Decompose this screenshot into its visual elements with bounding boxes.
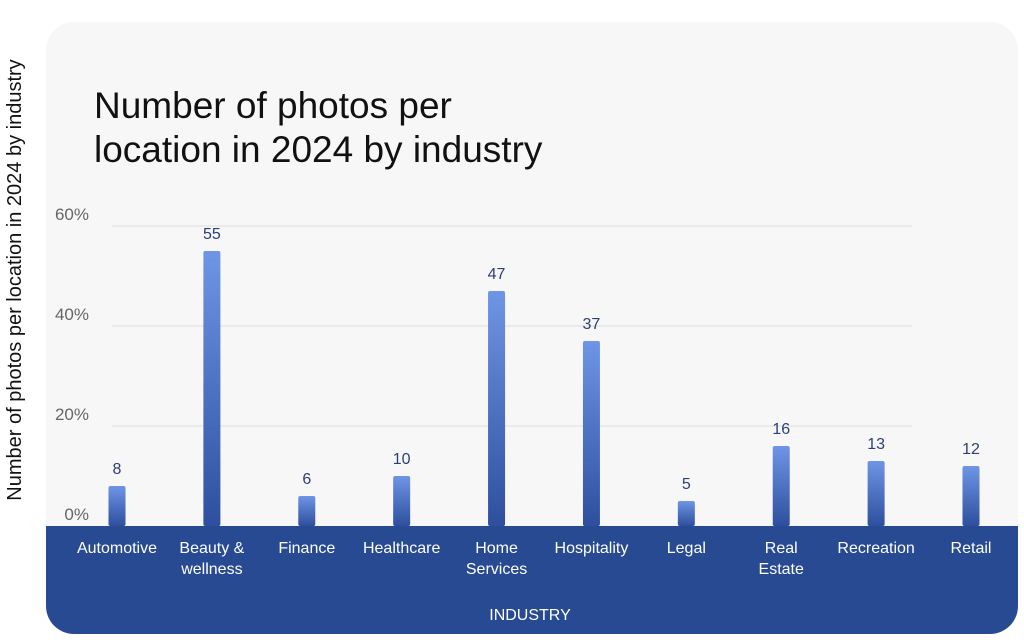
value-label: 8 <box>113 461 122 478</box>
x-tick-label: Automotive <box>77 540 157 557</box>
chart-title-line-1: Number of photos per <box>94 85 452 126</box>
y-tick-label: 60% <box>55 205 89 224</box>
x-tick-label: Hospitality <box>555 540 629 557</box>
value-label: 10 <box>393 451 411 468</box>
bar <box>772 446 790 526</box>
y-tick-label: 40% <box>55 305 89 324</box>
x-tick-label: Beauty & wellness <box>179 540 244 578</box>
value-label: 6 <box>302 471 311 488</box>
x-axis-band <box>46 526 1018 634</box>
x-tick-label: Home Services <box>466 540 527 578</box>
x-tick-label: Recreation <box>837 540 914 557</box>
gridlines <box>112 225 912 427</box>
x-axis-label: INDUSTRY <box>489 607 571 624</box>
bar <box>962 466 980 526</box>
bar <box>393 476 411 526</box>
y-axis-label: Number of photos per location in 2024 by… <box>4 59 26 500</box>
x-tick-label: Healthcare <box>363 540 440 557</box>
x-tick-label: Real Estate <box>759 540 804 578</box>
x-tick-label: Finance <box>278 540 335 557</box>
bar <box>582 341 600 526</box>
bar <box>298 496 316 526</box>
x-tick-label: Legal <box>667 540 706 557</box>
x-tick-labels: Automotive Beauty & wellness Finance Healthc… <box>77 540 991 578</box>
bar <box>108 486 126 526</box>
value-labels: 8 55 6 10 47 37 5 16 13 12 <box>113 226 980 493</box>
y-tick-label: 0% <box>64 505 89 524</box>
bar <box>677 501 695 526</box>
value-label: 12 <box>962 441 980 458</box>
bar <box>203 251 221 526</box>
chart-title-line-2: location in 2024 by industry <box>94 129 543 170</box>
bar <box>867 461 885 526</box>
value-label: 5 <box>682 476 691 493</box>
value-label: 16 <box>772 421 790 438</box>
y-tick-label: 20% <box>55 405 89 424</box>
value-label: 37 <box>583 316 601 333</box>
chart-title: Number of photos per location in 2024 by… <box>94 85 543 170</box>
x-tick-label: Retail <box>951 540 992 557</box>
value-label: 13 <box>867 436 885 453</box>
y-tick-labels: 0% 20% 40% 60% <box>55 205 89 524</box>
bars <box>108 251 980 526</box>
value-label: 55 <box>203 226 221 243</box>
value-label: 47 <box>488 266 506 283</box>
bar <box>488 291 506 526</box>
